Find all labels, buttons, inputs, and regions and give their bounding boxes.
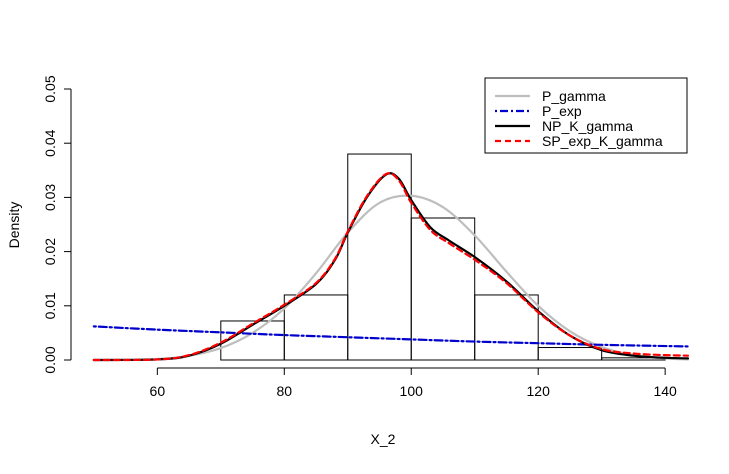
legend-label: P_gamma [542,88,606,104]
y-tick-label: 0.05 [42,75,58,102]
y-tick-label: 0.00 [42,346,58,373]
x-axis: 60 80 100 120 140 [150,367,677,399]
y-tick-label: 0.02 [42,238,58,265]
y-tick-label: 0.01 [42,292,58,319]
x-tick-label: 60 [150,383,166,399]
legend-label: NP_K_gamma [542,118,633,134]
y-tick-label: 0.04 [42,129,58,156]
x-tick-label: 100 [400,383,424,399]
legend-label: P_exp [542,103,582,119]
x-tick-label: 120 [527,383,551,399]
histogram-bar [474,294,539,361]
histogram-bar [410,217,476,361]
axes: 60 80 100 120 140 0.00 0.01 0.02 0.03 0.04 0.05 X… [6,75,677,447]
x-tick-label: 140 [653,383,677,399]
y-axis-label: Density [6,202,22,249]
density-curves [92,172,690,362]
histogram-bar [220,320,285,361]
series-line [92,172,690,362]
histogram-bar [283,294,349,361]
histogram-bar [537,347,603,361]
x-axis-label: X_2 [371,431,396,447]
series-line [92,325,690,348]
series-line [92,194,690,362]
y-tick-label: 0.03 [42,184,58,211]
histogram [220,153,666,361]
legend-label: SP_exp_K_gamma [542,133,663,149]
y-axis: 0.00 0.01 0.02 0.03 0.04 0.05 [42,75,72,374]
series-line [92,172,690,362]
x-tick-label: 80 [276,383,292,399]
